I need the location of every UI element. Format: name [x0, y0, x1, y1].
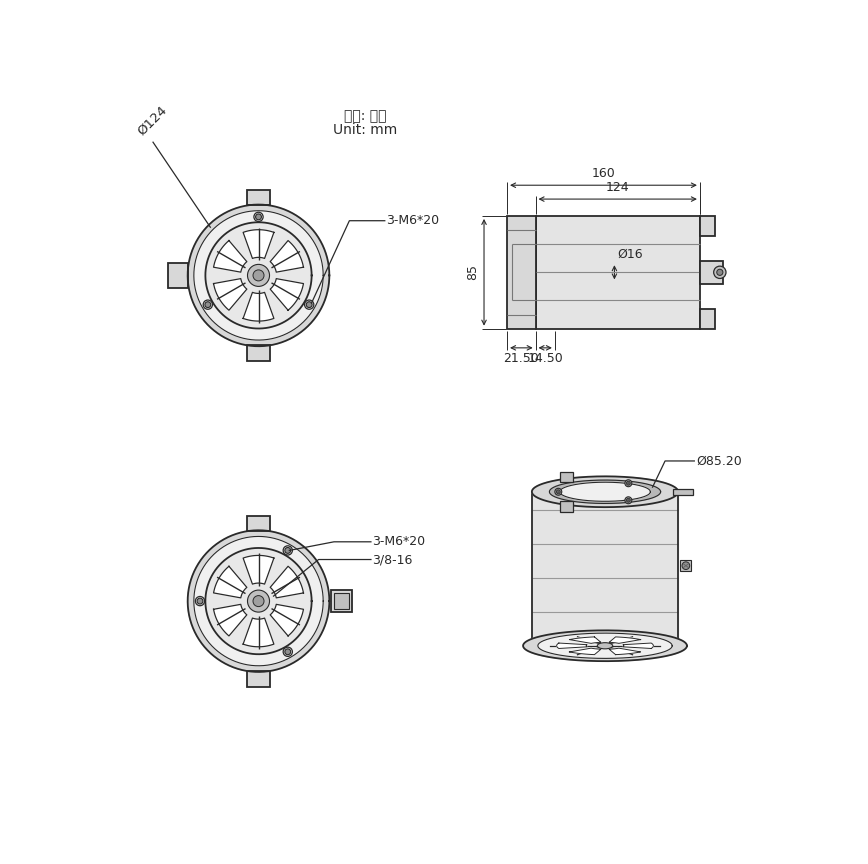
Polygon shape [214, 604, 247, 636]
Bar [681, 560, 691, 571]
Text: 160: 160 [592, 167, 615, 180]
Ellipse shape [597, 643, 613, 649]
Polygon shape [270, 240, 304, 272]
Bar [560, 472, 573, 482]
Circle shape [717, 270, 723, 276]
Circle shape [555, 488, 562, 495]
Text: 21.50: 21.50 [503, 352, 539, 365]
Polygon shape [187, 530, 329, 672]
Polygon shape [532, 476, 678, 507]
Bar [247, 671, 270, 687]
Circle shape [305, 300, 314, 309]
Polygon shape [270, 278, 304, 310]
Bar [700, 261, 723, 284]
Text: Unit: mm: Unit: mm [332, 123, 397, 137]
Bar [536, 216, 700, 328]
Bar [168, 263, 187, 288]
Polygon shape [243, 292, 274, 321]
Polygon shape [549, 480, 661, 504]
Polygon shape [556, 643, 587, 649]
Bar [247, 190, 270, 206]
Polygon shape [569, 637, 601, 644]
Polygon shape [623, 643, 654, 649]
Bar [700, 308, 715, 328]
Polygon shape [206, 548, 312, 654]
Circle shape [197, 598, 203, 604]
Text: 14.50: 14.50 [528, 352, 563, 365]
Circle shape [306, 302, 312, 308]
Text: 85: 85 [466, 264, 479, 280]
Bar [673, 489, 693, 495]
Bar [700, 216, 715, 236]
Polygon shape [214, 278, 247, 310]
Bar [331, 590, 352, 612]
Polygon shape [206, 222, 312, 328]
Circle shape [203, 300, 213, 309]
Polygon shape [538, 633, 672, 658]
Circle shape [285, 548, 291, 553]
Circle shape [627, 481, 630, 486]
Polygon shape [243, 556, 274, 584]
Text: Ø85.20: Ø85.20 [696, 454, 741, 467]
Text: 3-M6*20: 3-M6*20 [372, 536, 425, 549]
Bar [560, 501, 573, 511]
Polygon shape [609, 648, 641, 655]
Circle shape [283, 647, 293, 657]
Circle shape [253, 595, 264, 607]
Polygon shape [569, 648, 601, 655]
Text: 单位: 毫米: 单位: 毫米 [344, 109, 386, 123]
Polygon shape [609, 637, 641, 644]
Polygon shape [214, 240, 247, 272]
Circle shape [283, 546, 293, 555]
Polygon shape [523, 631, 687, 661]
Circle shape [713, 266, 726, 278]
Bar [507, 216, 536, 328]
Polygon shape [532, 492, 678, 645]
Polygon shape [270, 566, 304, 598]
Polygon shape [270, 604, 304, 636]
Text: Ø16: Ø16 [617, 248, 643, 261]
Circle shape [247, 590, 270, 612]
Bar [247, 516, 270, 531]
Circle shape [285, 649, 291, 655]
Circle shape [255, 214, 261, 219]
Polygon shape [560, 482, 650, 501]
Bar [247, 346, 270, 361]
Text: Ø124: Ø124 [135, 103, 170, 137]
Circle shape [625, 497, 632, 504]
Circle shape [195, 596, 205, 606]
Bar [334, 594, 349, 609]
Text: 3-M6*20: 3-M6*20 [386, 214, 439, 227]
Polygon shape [194, 537, 323, 666]
Circle shape [682, 562, 690, 569]
Polygon shape [187, 205, 329, 346]
Polygon shape [194, 211, 323, 340]
Circle shape [253, 213, 263, 221]
Polygon shape [243, 618, 274, 647]
Circle shape [247, 264, 270, 286]
Circle shape [627, 499, 630, 502]
Circle shape [253, 270, 264, 281]
Text: 3/8-16: 3/8-16 [372, 553, 413, 566]
Circle shape [625, 480, 632, 486]
Circle shape [556, 490, 560, 493]
Text: 124: 124 [606, 181, 629, 194]
Polygon shape [214, 566, 247, 598]
Circle shape [205, 302, 211, 308]
Polygon shape [243, 230, 274, 258]
